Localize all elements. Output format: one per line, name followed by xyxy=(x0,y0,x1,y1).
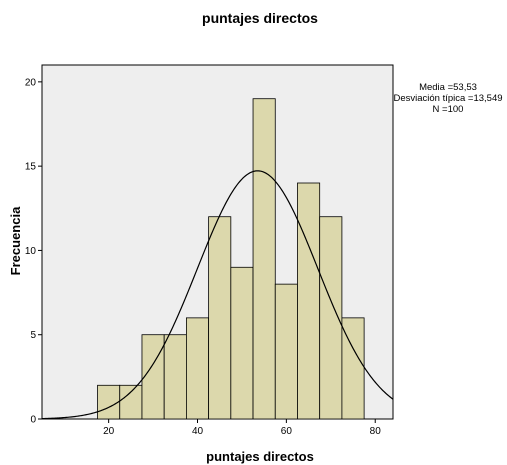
y-axis-label: Frecuencia xyxy=(8,206,23,275)
x-tick-label: 40 xyxy=(192,426,204,437)
stats-box: Media =53,53 Desviación típica =13,549 N… xyxy=(393,82,502,115)
y-tick-label: 15 xyxy=(25,162,37,173)
y-tick-label: 10 xyxy=(25,246,37,257)
normal-curve xyxy=(41,170,394,420)
chart-title: puntajes directos xyxy=(202,10,318,26)
x-axis-label: puntajes directos xyxy=(206,449,314,464)
histogram-bar xyxy=(341,317,365,420)
y-tick-label: 5 xyxy=(30,330,36,341)
stat-sd: Desviación típica =13,549 xyxy=(393,93,502,104)
x-tick-label: 60 xyxy=(281,426,293,437)
y-tick-label: 20 xyxy=(25,77,37,88)
histogram-bar xyxy=(297,182,321,420)
histogram-bar xyxy=(97,384,121,420)
histogram-bar xyxy=(230,266,254,420)
x-tick-label: 80 xyxy=(370,426,382,437)
histogram-bar xyxy=(252,98,276,420)
histogram-bar xyxy=(208,216,232,420)
stat-n: N =100 xyxy=(433,104,464,115)
stat-mean: Media =53,53 xyxy=(419,82,477,93)
histogram-bar xyxy=(274,283,298,420)
y-axis: 0 5 10 15 20 xyxy=(25,77,42,426)
histogram-bar xyxy=(119,384,143,420)
x-tick-label: 20 xyxy=(103,426,115,437)
histogram-bar xyxy=(185,317,210,420)
x-axis: 20 40 60 80 xyxy=(103,419,381,437)
histogram-bar xyxy=(141,334,165,420)
y-tick-label: 0 xyxy=(30,415,36,426)
histogram-bar xyxy=(163,334,187,420)
